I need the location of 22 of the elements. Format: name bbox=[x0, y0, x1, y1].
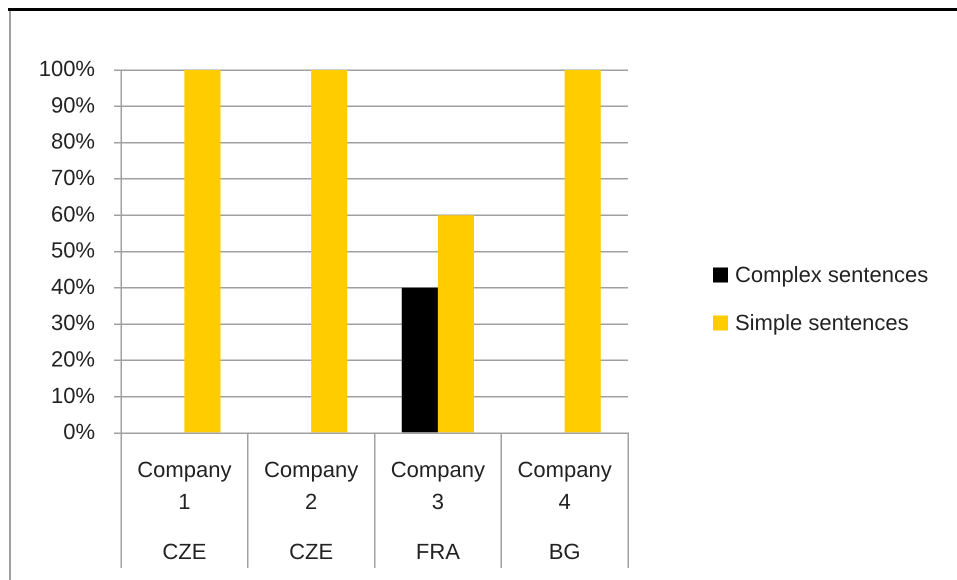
legend-label: Simple sentences bbox=[735, 310, 909, 336]
y-tick-label: 0% bbox=[63, 419, 95, 444]
x-tick-label: Company 1 CZE bbox=[137, 457, 232, 564]
y-tick-label: 40% bbox=[50, 274, 95, 299]
bar bbox=[564, 70, 601, 432]
y-tick-label: 30% bbox=[50, 310, 95, 336]
bar bbox=[438, 215, 474, 432]
bar bbox=[184, 70, 220, 432]
y-tick-label: 10% bbox=[50, 382, 95, 408]
bar bbox=[402, 288, 438, 432]
x-tick-label: Company 4 BG bbox=[518, 457, 612, 564]
y-tick-label: 20% bbox=[50, 346, 95, 372]
y-tick-label: 90% bbox=[50, 92, 95, 118]
legend-label: Complex sentences bbox=[735, 262, 928, 288]
y-tick-label: 50% bbox=[50, 238, 95, 263]
x-tick-label: Company 3 FRA bbox=[390, 457, 485, 564]
x-tick-label: Company 2 CZE bbox=[264, 457, 358, 564]
bar bbox=[311, 70, 348, 432]
y-tick-label: 60% bbox=[50, 201, 95, 226]
y-tick-label: 80% bbox=[50, 128, 95, 154]
y-tick-label: 100% bbox=[38, 56, 95, 82]
y-tick-label: 70% bbox=[50, 164, 95, 190]
